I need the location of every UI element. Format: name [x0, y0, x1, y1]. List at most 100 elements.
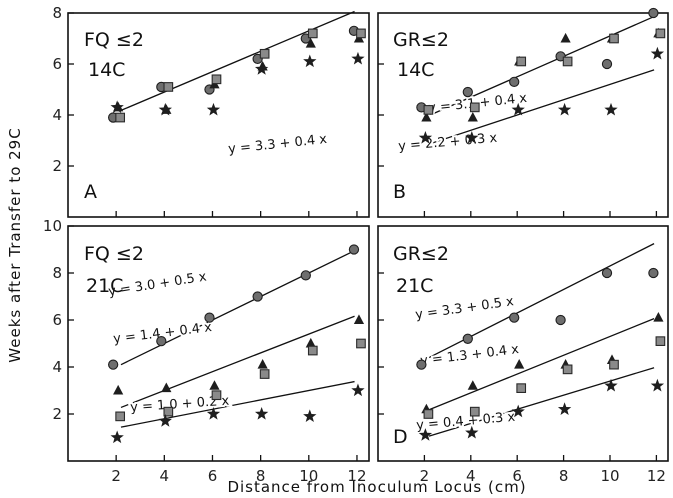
square-point [423, 409, 434, 419]
star-point [303, 54, 317, 68]
square-point [469, 102, 480, 113]
chart-panel-d: 2 4 6 8 10 12y = 3.3 + 0.5 xy = 1.3 + 0.4 xy … [377, 225, 669, 485]
square-point [562, 56, 573, 67]
square-point [562, 364, 573, 375]
panel-label-temperature: 14C [88, 59, 125, 81]
triangle-point [467, 380, 478, 390]
star-point [158, 414, 172, 427]
star-point [110, 430, 124, 444]
regression-equation: y = 3.3 + 0.4 x [228, 132, 329, 157]
x-tick-label: 6 [208, 467, 218, 485]
circle-point [108, 359, 119, 370]
panel-letter: A [84, 181, 97, 203]
star-point [254, 407, 269, 420]
square-point [115, 112, 126, 123]
panel-label-temperature: 21C [396, 275, 433, 297]
star-point [254, 62, 269, 75]
y-tick-label: 8 [52, 264, 62, 282]
y-tick-label: 2 [52, 157, 62, 175]
regression-equation: y = 3.3 + 0.5 x [414, 294, 515, 323]
star-point [511, 102, 525, 116]
star-point [418, 428, 433, 441]
star-point [351, 51, 365, 65]
square-point [655, 28, 666, 39]
x-tick-label: 10 [600, 467, 619, 485]
regression-line [428, 317, 655, 411]
circle-point [601, 58, 613, 70]
star-point [557, 102, 572, 116]
y-tick-label: 10 [43, 217, 62, 235]
star-point [650, 378, 665, 392]
regression-equation: y = 2.2 + 0.3 x [398, 131, 498, 155]
y-tick-label: 8 [52, 4, 62, 22]
x-tick-label: 8 [256, 467, 266, 485]
star-point [158, 102, 172, 116]
star-point [418, 130, 433, 144]
x-tick-label: 4 [466, 467, 476, 485]
y-axis-title: Weeks after Transfer to 29C [6, 127, 24, 362]
triangle-point [257, 359, 268, 369]
square-point [356, 28, 366, 39]
triangle-point [161, 382, 172, 393]
square-point [163, 82, 174, 92]
circle-point [509, 312, 520, 323]
triangle-point [421, 111, 432, 122]
regression-line [428, 367, 655, 437]
x-tick-label: 2 [111, 467, 121, 485]
triangle-point [305, 337, 316, 348]
square-point [211, 74, 222, 85]
circle-point [416, 359, 427, 370]
circle-point [462, 86, 473, 98]
square-point [356, 338, 366, 349]
panel-label-condition: FQ ≤2 [84, 29, 144, 51]
star-point [465, 425, 479, 439]
regression-equation: y = 1.3 + 0.4 x [419, 342, 520, 369]
star-point [206, 102, 221, 116]
square-point [516, 383, 527, 394]
circle-point [601, 267, 613, 279]
circle-point [156, 335, 167, 347]
circle-point [509, 76, 520, 87]
panel-label-condition: GR≤2 [393, 243, 449, 265]
star-point [206, 407, 221, 420]
y-tick-label: 4 [52, 358, 62, 376]
star-point [604, 102, 618, 116]
plot-frame [67, 225, 370, 462]
square-point [259, 369, 270, 379]
triangle-point [353, 314, 365, 324]
triangle-point [653, 312, 664, 322]
star-point [557, 402, 572, 415]
x-tick-label: 2 [420, 467, 430, 485]
square-point [307, 28, 318, 39]
circle-point [555, 314, 566, 326]
y-tick-label: 6 [52, 55, 62, 73]
panel-letter: B [393, 181, 406, 203]
square-point [609, 359, 619, 370]
triangle-point [514, 359, 525, 369]
star-point [110, 100, 124, 114]
regression-line [120, 315, 355, 409]
triangle-point [113, 384, 124, 395]
circle-point [204, 312, 215, 323]
panel-label-condition: FQ ≤2 [84, 243, 144, 265]
star-point [604, 378, 618, 392]
panel-label-temperature: 14C [397, 59, 434, 81]
y-tick-label: 4 [52, 106, 62, 124]
regression-line [120, 250, 355, 366]
square-point [115, 411, 126, 422]
square-point [259, 48, 270, 59]
regression-line [428, 15, 655, 117]
x-tick-label: 12 [647, 467, 666, 485]
circle-point [348, 244, 360, 255]
star-point [351, 383, 365, 397]
x-tick-label: 10 [299, 467, 318, 485]
star-point [303, 409, 317, 423]
square-point [516, 56, 527, 67]
square-point [655, 336, 666, 347]
x-tick-label: 4 [160, 467, 170, 485]
plot-frame [377, 225, 669, 462]
circle-point [300, 270, 311, 281]
